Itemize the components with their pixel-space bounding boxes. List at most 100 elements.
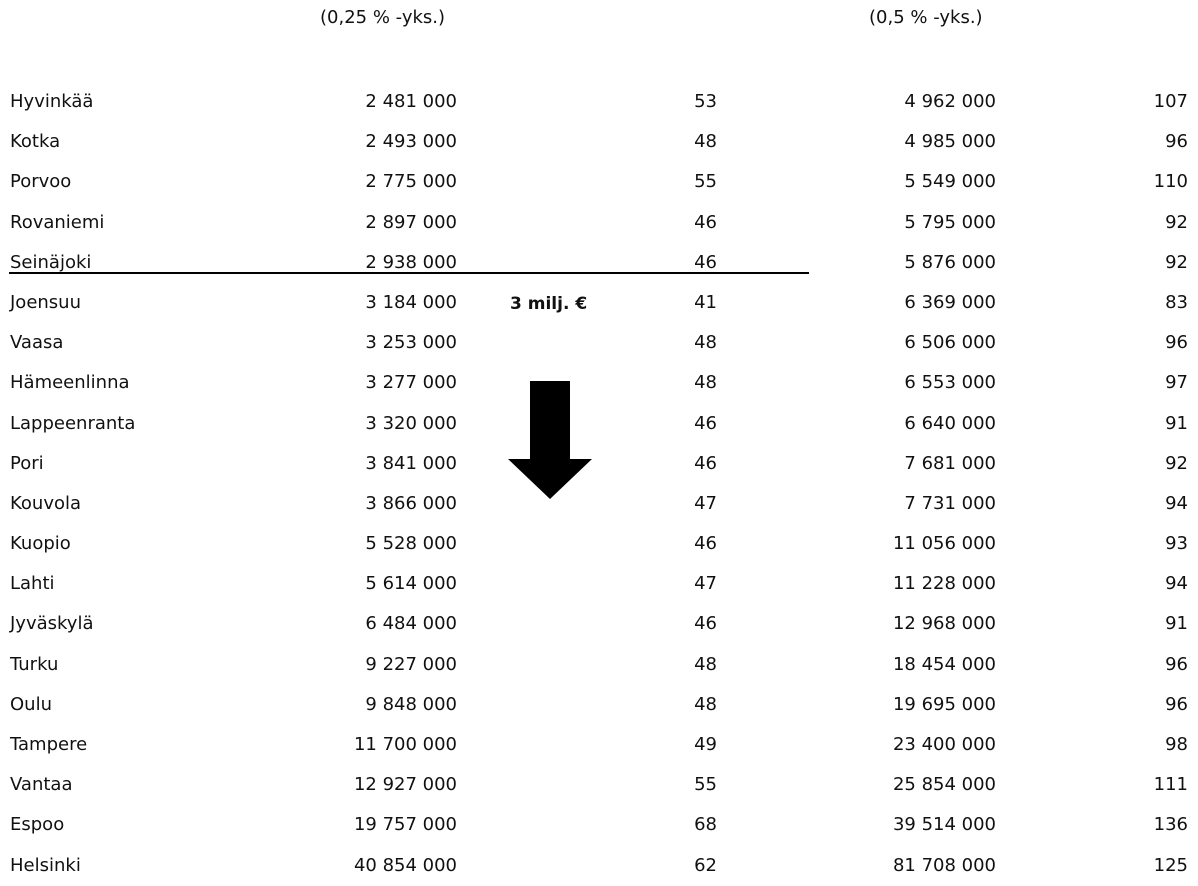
per-capita-quarter-percent: 62 [694, 854, 717, 876]
city-name: Espoo [10, 814, 65, 836]
value-half-percent: 39 514 000 [892, 814, 996, 836]
per-capita-half-percent: 91 [1165, 613, 1188, 635]
value-quarter-percent: 9 848 000 [365, 693, 457, 715]
arrow-down-icon [508, 381, 592, 499]
per-capita-half-percent: 96 [1165, 332, 1188, 354]
table-row: Turku 9 227 000 48 18 454 000 96 [0, 645, 1198, 685]
city-name: Oulu [10, 693, 52, 715]
threshold-annotation: 3 milj. € [510, 294, 588, 314]
per-capita-half-percent: 97 [1165, 372, 1188, 394]
table-row: Hämeenlinna 3 277 000 48 6 553 000 97 [0, 363, 1198, 403]
per-capita-quarter-percent: 41 [694, 291, 717, 313]
per-capita-half-percent: 91 [1165, 412, 1188, 434]
per-capita-half-percent: 92 [1165, 211, 1188, 233]
city-name: Kouvola [10, 492, 82, 514]
value-quarter-percent: 2 897 000 [365, 211, 457, 233]
per-capita-quarter-percent: 46 [694, 412, 717, 434]
per-capita-quarter-percent: 46 [694, 533, 717, 555]
value-half-percent: 81 708 000 [892, 854, 996, 876]
per-capita-quarter-percent: 47 [694, 573, 717, 595]
city-name: Porvoo [10, 171, 72, 193]
per-capita-quarter-percent: 55 [694, 171, 717, 193]
per-capita-quarter-percent: 48 [694, 131, 717, 153]
value-quarter-percent: 9 227 000 [365, 653, 457, 675]
value-quarter-percent: 3 277 000 [365, 372, 457, 394]
table-row: Espoo 19 757 000 68 39 514 000 136 [0, 805, 1198, 845]
per-capita-quarter-percent: 49 [694, 734, 717, 755]
per-capita-quarter-percent: 46 [694, 452, 717, 474]
per-capita-quarter-percent: 68 [694, 814, 717, 836]
value-half-percent: 18 454 000 [892, 653, 996, 675]
per-capita-half-percent: 96 [1165, 693, 1188, 715]
table-row: Tampere 11 700 000 49 23 400 000 98 [0, 725, 1198, 765]
city-name: Joensuu [10, 291, 81, 313]
per-capita-half-percent: 98 [1165, 734, 1188, 755]
city-name: Lahti [10, 573, 55, 595]
value-half-percent: 7 731 000 [904, 492, 996, 514]
value-quarter-percent: 3 320 000 [365, 412, 457, 434]
value-quarter-percent: 3 253 000 [365, 332, 457, 354]
table-row: Seinäjoki 2 938 000 46 5 876 000 92 [0, 243, 1198, 283]
value-half-percent: 6 553 000 [904, 372, 996, 394]
per-capita-half-percent: 107 [1153, 91, 1188, 112]
per-capita-half-percent: 96 [1165, 131, 1188, 153]
table-row: Vaasa 3 253 000 48 6 506 000 96 [0, 323, 1198, 363]
city-name: Helsinki [10, 854, 81, 876]
city-name: Tampere [10, 734, 88, 755]
per-capita-quarter-percent: 48 [694, 653, 717, 675]
table-row: Lappeenranta 3 320 000 46 6 640 000 91 [0, 404, 1198, 444]
city-name: Hämeenlinna [10, 372, 130, 394]
value-quarter-percent: 3 184 000 [365, 291, 457, 313]
per-capita-quarter-percent: 46 [694, 251, 717, 273]
value-half-percent: 23 400 000 [892, 734, 996, 755]
per-capita-quarter-percent: 48 [694, 693, 717, 715]
city-name: Jyväskylä [10, 613, 94, 635]
per-capita-quarter-percent: 46 [694, 211, 717, 233]
per-capita-half-percent: 92 [1165, 452, 1188, 474]
value-quarter-percent: 3 841 000 [365, 452, 457, 474]
city-name: Vaasa [10, 332, 64, 354]
city-name: Hyvinkää [10, 91, 94, 112]
value-half-percent: 5 876 000 [904, 251, 996, 273]
table-row: Jyväskylä 6 484 000 46 12 968 000 91 [0, 604, 1198, 644]
table-row: Pori 3 841 000 46 7 681 000 92 [0, 444, 1198, 484]
value-half-percent: 19 695 000 [892, 693, 996, 715]
table-row: Kotka 2 493 000 48 4 985 000 96 [0, 122, 1198, 162]
per-capita-half-percent: 93 [1165, 533, 1188, 555]
per-capita-half-percent: 94 [1165, 573, 1188, 595]
per-capita-quarter-percent: 48 [694, 372, 717, 394]
city-name: Vantaa [10, 774, 73, 796]
value-half-percent: 5 795 000 [904, 211, 996, 233]
table-row: Lahti 5 614 000 47 11 228 000 94 [0, 564, 1198, 604]
value-quarter-percent: 19 757 000 [353, 814, 457, 836]
per-capita-half-percent: 94 [1165, 492, 1188, 514]
per-capita-half-percent: 96 [1165, 653, 1188, 675]
city-name: Kuopio [10, 533, 71, 555]
value-quarter-percent: 6 484 000 [365, 613, 457, 635]
value-quarter-percent: 40 854 000 [353, 854, 457, 876]
per-capita-quarter-percent: 47 [694, 492, 717, 514]
table-row: Kouvola 3 866 000 47 7 731 000 94 [0, 484, 1198, 524]
column-header-quarter-percent: (0,25 % -yks.) [320, 7, 446, 28]
value-half-percent: 4 985 000 [904, 131, 996, 153]
per-capita-half-percent: 92 [1165, 251, 1188, 273]
per-capita-half-percent: 110 [1153, 171, 1188, 193]
column-header-half-percent: (0,5 % -yks.) [869, 7, 983, 28]
value-half-percent: 6 640 000 [904, 412, 996, 434]
value-quarter-percent: 2 481 000 [365, 91, 457, 112]
table-row: Joensuu 3 184 000 41 6 369 000 83 [0, 283, 1198, 323]
table-row: Porvoo 2 775 000 55 5 549 000 110 [0, 162, 1198, 202]
table-row: Rovaniemi 2 897 000 46 5 795 000 92 [0, 203, 1198, 243]
per-capita-half-percent: 111 [1153, 774, 1188, 796]
value-quarter-percent: 5 528 000 [365, 533, 457, 555]
city-name: Pori [10, 452, 44, 474]
value-quarter-percent: 3 866 000 [365, 492, 457, 514]
table-row: Oulu 9 848 000 48 19 695 000 96 [0, 685, 1198, 725]
table-row: Kuopio 5 528 000 46 11 056 000 93 [0, 524, 1198, 564]
value-half-percent: 12 968 000 [892, 613, 996, 635]
city-name: Turku [10, 653, 59, 675]
value-quarter-percent: 2 493 000 [365, 131, 457, 153]
city-name: Lappeenranta [10, 412, 136, 434]
city-name: Kotka [10, 131, 61, 153]
value-half-percent: 6 506 000 [904, 332, 996, 354]
